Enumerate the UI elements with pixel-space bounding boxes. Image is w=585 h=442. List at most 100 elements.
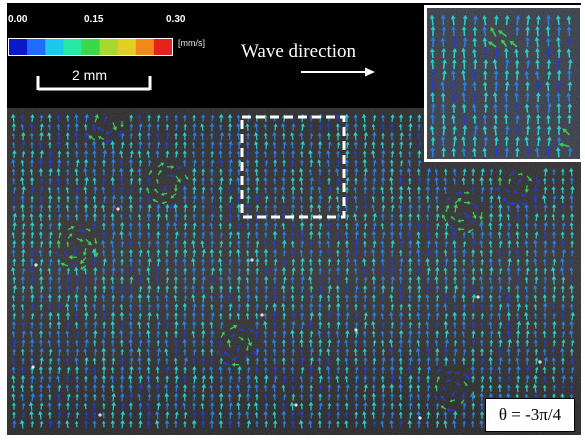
velocity-arrow bbox=[281, 195, 286, 203]
velocity-arrow bbox=[543, 177, 547, 185]
velocity-arrow bbox=[271, 338, 277, 348]
velocity-arrow bbox=[507, 249, 512, 257]
velocity-arrow bbox=[174, 411, 179, 419]
inset-arrow bbox=[566, 92, 572, 102]
velocity-arrow bbox=[201, 366, 206, 374]
velocity-arrow bbox=[345, 267, 350, 275]
wave-direction-label: Wave direction bbox=[241, 41, 357, 62]
velocity-arrow bbox=[318, 374, 323, 384]
velocity-arrow bbox=[380, 159, 386, 167]
velocity-arrow bbox=[552, 312, 556, 320]
velocity-arrow bbox=[272, 330, 277, 338]
velocity-arrow bbox=[408, 177, 412, 185]
velocity-arrow bbox=[472, 211, 477, 220]
velocity-arrow bbox=[12, 186, 17, 194]
velocity-arrow bbox=[137, 213, 142, 221]
velocity-arrow bbox=[96, 126, 105, 132]
inset-arrow bbox=[493, 147, 499, 157]
velocity-arrow bbox=[389, 365, 395, 375]
velocity-arrow bbox=[435, 185, 440, 195]
velocity-arrow bbox=[192, 131, 197, 141]
velocity-arrow bbox=[56, 419, 62, 429]
inset-arrow bbox=[556, 48, 562, 59]
inset-arrow bbox=[525, 14, 531, 26]
velocity-arrow bbox=[515, 276, 520, 284]
velocity-arrow bbox=[209, 366, 214, 375]
velocity-arrow bbox=[129, 150, 134, 159]
velocity-arrow bbox=[480, 186, 485, 195]
velocity-arrow bbox=[75, 402, 79, 410]
velocity-arrow bbox=[128, 402, 134, 410]
velocity-arrow bbox=[46, 383, 52, 393]
velocity-arrow bbox=[309, 375, 314, 383]
velocity-arrow bbox=[390, 285, 395, 293]
velocity-arrow bbox=[66, 321, 71, 329]
velocity-arrow bbox=[317, 276, 322, 284]
velocity-arrow bbox=[183, 222, 188, 231]
velocity-arrow bbox=[533, 294, 538, 302]
velocity-arrow bbox=[390, 195, 395, 203]
velocity-arrow bbox=[309, 195, 314, 203]
velocity-arrow bbox=[353, 150, 358, 159]
colorbar-swatch bbox=[9, 39, 28, 55]
velocity-arrow bbox=[39, 185, 44, 195]
velocity-arrow bbox=[390, 213, 394, 221]
velocity-arrow bbox=[236, 345, 241, 352]
velocity-arrow bbox=[92, 203, 98, 213]
velocity-arrow bbox=[479, 392, 485, 402]
velocity-arrow bbox=[533, 374, 539, 384]
inset-arrow bbox=[524, 136, 530, 147]
velocity-arrow bbox=[440, 395, 447, 402]
velocity-arrow bbox=[325, 365, 331, 375]
velocity-arrow bbox=[381, 204, 386, 212]
velocity-arrow bbox=[137, 168, 142, 177]
velocity-arrow bbox=[57, 276, 62, 284]
inset-arrow bbox=[515, 114, 520, 124]
velocity-arrow bbox=[363, 213, 368, 221]
velocity-arrow bbox=[335, 356, 341, 366]
velocity-arrow bbox=[463, 381, 468, 387]
velocity-arrow bbox=[11, 168, 16, 176]
velocity-arrow bbox=[39, 123, 44, 132]
velocity-arrow bbox=[120, 249, 124, 257]
velocity-arrow bbox=[102, 312, 107, 320]
velocity-arrow bbox=[389, 419, 394, 429]
velocity-arrow bbox=[38, 249, 43, 257]
velocity-arrow bbox=[300, 321, 305, 330]
velocity-arrow bbox=[38, 293, 44, 303]
velocity-arrow bbox=[236, 239, 242, 249]
velocity-arrow bbox=[120, 258, 124, 266]
inset-arrow bbox=[494, 136, 499, 146]
velocity-arrow bbox=[110, 221, 116, 231]
velocity-arrow bbox=[83, 294, 88, 302]
velocity-arrow bbox=[533, 195, 538, 204]
velocity-arrow bbox=[345, 257, 351, 267]
velocity-arrow bbox=[174, 132, 178, 140]
velocity-arrow bbox=[561, 330, 566, 338]
velocity-arrow bbox=[453, 330, 458, 338]
velocity-arrow bbox=[128, 240, 133, 248]
velocity-arrow bbox=[344, 230, 349, 240]
velocity-arrow bbox=[264, 303, 269, 311]
velocity-arrow bbox=[156, 357, 161, 365]
velocity-arrow bbox=[146, 249, 151, 257]
velocity-arrow bbox=[282, 321, 286, 329]
velocity-arrow bbox=[110, 411, 115, 419]
velocity-arrow bbox=[552, 339, 557, 347]
velocity-arrow bbox=[254, 140, 259, 150]
velocity-arrow bbox=[335, 249, 340, 257]
velocity-arrow bbox=[559, 266, 565, 276]
velocity-arrow bbox=[191, 167, 197, 177]
velocity-arrow bbox=[497, 294, 502, 302]
velocity-arrow bbox=[309, 356, 315, 366]
velocity-arrow bbox=[192, 348, 197, 356]
velocity-arrow bbox=[47, 402, 52, 411]
velocity-arrow bbox=[354, 230, 360, 240]
velocity-arrow bbox=[515, 284, 520, 294]
velocity-arrow bbox=[29, 284, 34, 294]
inset-arrow bbox=[556, 25, 562, 37]
velocity-arrow bbox=[110, 149, 116, 159]
velocity-arrow bbox=[201, 374, 206, 384]
inset-arrow bbox=[483, 59, 489, 69]
velocity-arrow bbox=[445, 204, 450, 213]
